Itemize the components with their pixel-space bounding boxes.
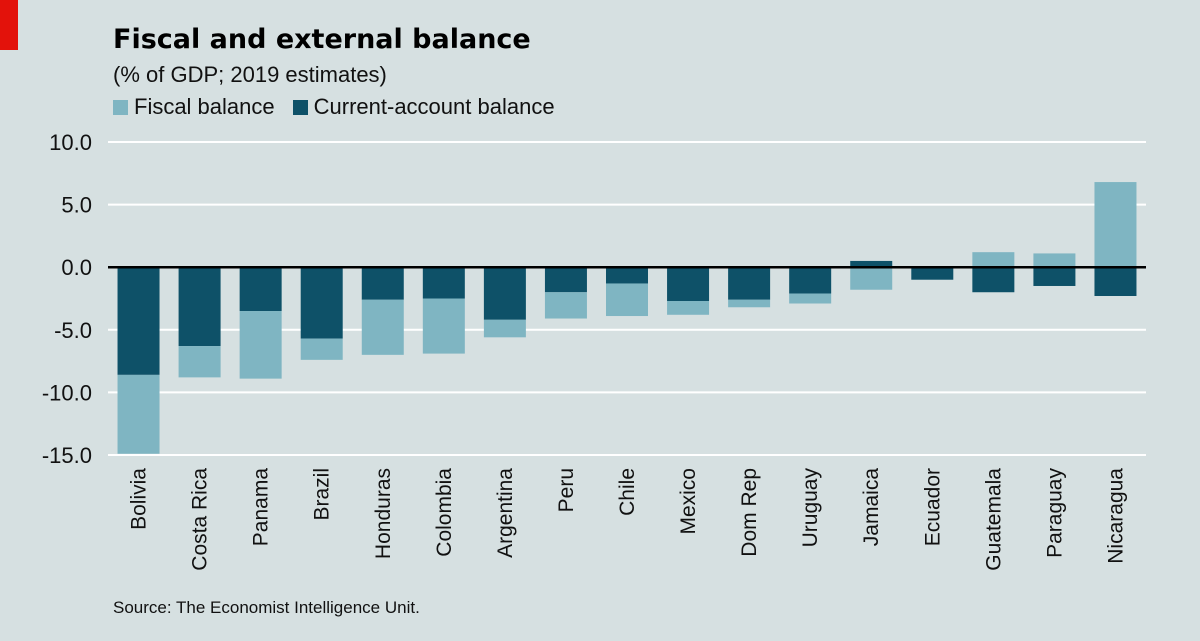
legend-label-fiscal: Fiscal balance bbox=[134, 94, 275, 119]
y-tick-label: 0.0 bbox=[61, 255, 92, 280]
bar-fiscal bbox=[850, 267, 893, 290]
x-tick-label: Uruguay bbox=[799, 468, 822, 548]
bar-current-account bbox=[972, 267, 1015, 293]
x-tick-label: Nicaragua bbox=[1104, 468, 1127, 564]
x-tick-label: Panama bbox=[250, 468, 273, 547]
y-tick-label: 5.0 bbox=[61, 193, 92, 218]
bar-current-account bbox=[178, 267, 221, 347]
x-tick-label: Peru bbox=[555, 468, 578, 512]
bar-current-account bbox=[544, 267, 587, 293]
bar-fiscal bbox=[544, 292, 587, 319]
x-tick-label: Argentina bbox=[494, 468, 517, 558]
x-tick-label: Chile bbox=[616, 468, 639, 516]
bar-current-account bbox=[850, 260, 893, 268]
bar-current-account bbox=[361, 267, 404, 300]
bar-fiscal bbox=[972, 252, 1015, 268]
legend-item-fiscal: Fiscal balance bbox=[113, 94, 275, 120]
bar-current-account bbox=[117, 267, 160, 375]
bar-current-account bbox=[483, 267, 526, 320]
bar-fiscal bbox=[789, 293, 832, 304]
bar-current-account bbox=[1094, 267, 1137, 296]
bar-fiscal bbox=[483, 319, 526, 338]
x-tick-label: Costa Rica bbox=[189, 468, 212, 571]
source-note: Source: The Economist Intelligence Unit. bbox=[113, 598, 420, 617]
y-tick-label: -10.0 bbox=[42, 380, 92, 405]
x-tick-label: Jamaica bbox=[860, 468, 883, 547]
x-tick-label: Guatemala bbox=[982, 468, 1005, 571]
y-tick-label: -15.0 bbox=[42, 443, 92, 468]
bar-fiscal bbox=[117, 374, 160, 454]
legend-swatch-fiscal bbox=[113, 99, 128, 115]
x-tick-label: Brazil bbox=[311, 468, 334, 521]
bar-current-account bbox=[911, 267, 954, 280]
legend-label-current-account: Current-account balance bbox=[313, 94, 555, 119]
bar-current-account bbox=[667, 267, 710, 302]
bar-fiscal bbox=[361, 299, 404, 355]
y-tick-label: -5.0 bbox=[54, 318, 92, 343]
x-tick-label: Paraguay bbox=[1043, 468, 1066, 558]
bar-current-account bbox=[1033, 267, 1076, 286]
bar-current-account bbox=[606, 267, 648, 284]
bar-fiscal bbox=[422, 298, 465, 354]
bar-current-account bbox=[239, 267, 282, 312]
chart-subtitle: (% of GDP; 2019 estimates) bbox=[113, 62, 387, 87]
bar-fiscal bbox=[606, 283, 648, 317]
bar-fiscal bbox=[239, 311, 282, 379]
bar-current-account bbox=[789, 267, 832, 294]
x-tick-label: Ecuador bbox=[921, 468, 944, 546]
bar-fiscal bbox=[178, 346, 221, 378]
x-tick-label: Bolivia bbox=[128, 468, 151, 530]
bar-fiscal bbox=[1094, 182, 1137, 268]
brand-red-tab bbox=[0, 0, 18, 50]
bar-fiscal bbox=[667, 301, 710, 315]
bar-current-account bbox=[422, 267, 465, 299]
x-tick-label: Dom Rep bbox=[738, 468, 761, 557]
bar-current-account bbox=[728, 267, 771, 300]
bar-current-account bbox=[300, 267, 343, 339]
x-tick-label: Mexico bbox=[677, 468, 700, 535]
bar-fiscal bbox=[300, 338, 343, 360]
x-tick-label: Honduras bbox=[372, 468, 395, 559]
legend: Fiscal balance Current-account balance bbox=[113, 94, 573, 120]
bar-fiscal bbox=[1033, 253, 1076, 268]
x-tick-label: Colombia bbox=[433, 468, 456, 557]
chart-title: Fiscal and external balance bbox=[113, 24, 531, 55]
legend-swatch-current-account bbox=[292, 99, 308, 115]
bar-fiscal bbox=[728, 299, 771, 308]
legend-item-current-account: Current-account balance bbox=[292, 94, 555, 120]
y-tick-label: 10.0 bbox=[49, 130, 92, 155]
